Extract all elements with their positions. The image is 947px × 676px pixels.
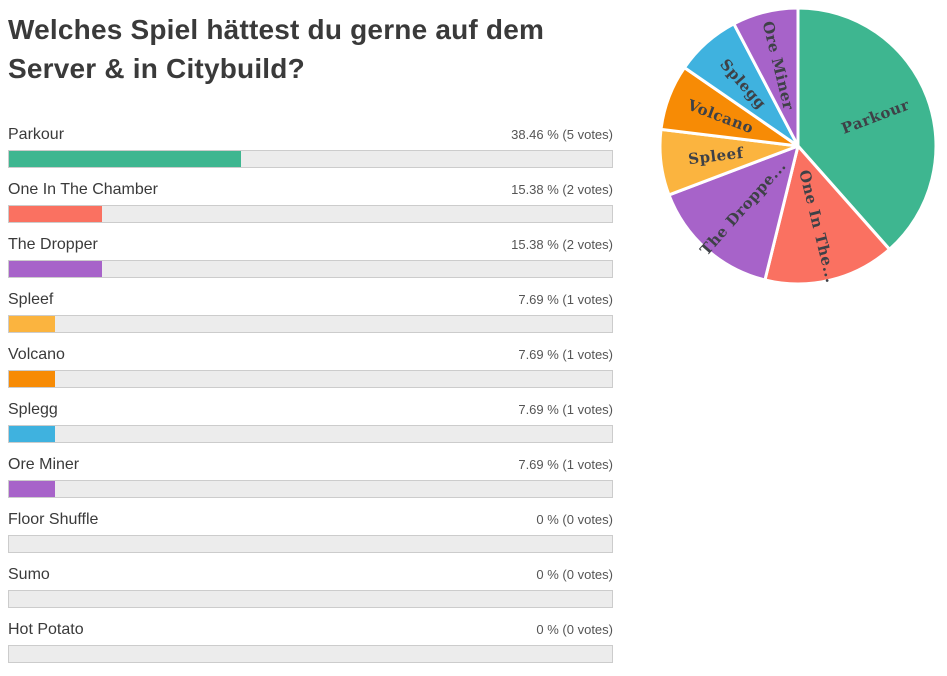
poll-options-list: Parkour 38.46 % (5 votes) One In The Chamb… (8, 126, 613, 676)
poll-option-label: Volcano (8, 346, 65, 363)
poll-option-header: One In The Chamber 15.38 % (2 votes) (8, 181, 613, 203)
poll-option-result: 0 % (0 votes) (536, 512, 613, 527)
poll-option-result: 0 % (0 votes) (536, 567, 613, 582)
poll-option-result: 15.38 % (2 votes) (511, 237, 613, 252)
poll-option-header: Splegg 7.69 % (1 votes) (8, 401, 613, 423)
poll-option-row-splegg: Splegg 7.69 % (1 votes) (8, 401, 613, 443)
poll-option-header: Sumo 0 % (0 votes) (8, 566, 613, 588)
poll-option-label: The Dropper (8, 236, 98, 253)
pie-slice-ore-miner (732, 6, 800, 148)
poll-option-row-ore-miner: Ore Miner 7.69 % (1 votes) (8, 456, 613, 498)
poll-option-bar-track (8, 260, 613, 278)
poll-option-row-the-dropper: The Dropper 15.38 % (2 votes) (8, 236, 613, 278)
poll-option-bar-fill (9, 481, 56, 497)
pie-slice-parkour (796, 6, 938, 251)
poll-option-header: Hot Potato 0 % (0 votes) (8, 621, 613, 643)
poll-option-bar-track (8, 315, 613, 333)
poll-option-result: 7.69 % (1 votes) (518, 347, 613, 362)
poll-option-label: Sumo (8, 566, 50, 583)
poll-option-bar-fill (9, 426, 56, 442)
poll-option-row-volcano: Volcano 7.69 % (1 votes) (8, 346, 613, 388)
poll-option-bar-track (8, 590, 613, 608)
poll-option-label: Splegg (8, 401, 58, 418)
poll-option-result: 38.46 % (5 votes) (511, 127, 613, 142)
poll-option-bar-fill (9, 371, 56, 387)
poll-option-result: 7.69 % (1 votes) (518, 292, 613, 307)
poll-option-bar-track (8, 535, 613, 553)
poll-option-label: Parkour (8, 126, 65, 143)
poll-option-header: The Dropper 15.38 % (2 votes) (8, 236, 613, 258)
poll-option-label: Hot Potato (8, 621, 84, 638)
poll-option-header: Volcano 7.69 % (1 votes) (8, 346, 613, 368)
poll-option-result: 7.69 % (1 votes) (518, 457, 613, 472)
poll-option-bar-fill (9, 206, 102, 222)
poll-option-row-parkour: Parkour 38.46 % (5 votes) (8, 126, 613, 168)
poll-option-bar-fill (9, 316, 56, 332)
poll-option-label: Ore Miner (8, 456, 80, 473)
poll-option-result: 0 % (0 votes) (536, 622, 613, 637)
poll-option-label: Spleef (8, 291, 54, 308)
poll-option-header: Spleef 7.69 % (1 votes) (8, 291, 613, 313)
poll-option-header: Parkour 38.46 % (5 votes) (8, 126, 613, 148)
poll-question-title: Welches Spiel hättest du gerne auf dem S… (8, 14, 545, 84)
poll-option-bar-track (8, 150, 613, 168)
poll-option-row-spleef: Spleef 7.69 % (1 votes) (8, 291, 613, 333)
poll-option-bar-fill (9, 151, 241, 167)
pie-slice-the-dropper (667, 144, 800, 282)
poll-option-result: 15.38 % (2 votes) (511, 182, 613, 197)
poll-option-bar-track (8, 370, 613, 388)
poll-option-header: Floor Shuffle 0 % (0 votes) (8, 511, 613, 533)
poll-pie-chart: Parkour One In The... The Droppe... Spleef V… (652, 0, 944, 292)
poll-option-bar-fill (9, 261, 102, 277)
poll-option-label: One In The Chamber (8, 181, 159, 198)
poll-option-bar-track (8, 425, 613, 443)
poll-option-bar-track (8, 645, 613, 663)
poll-option-bar-track (8, 480, 613, 498)
poll-option-label: Floor Shuffle (8, 511, 99, 528)
poll-option-row-one-in-the-chamber: One In The Chamber 15.38 % (2 votes) (8, 181, 613, 223)
poll-option-result: 7.69 % (1 votes) (518, 402, 613, 417)
poll-option-row-sumo: Sumo 0 % (0 votes) (8, 566, 613, 608)
poll-option-row-floor-shuffle: Floor Shuffle 0 % (0 votes) (8, 511, 613, 553)
pie-slice-one-in-the-chamber (763, 144, 891, 286)
poll-option-row-hot-potato: Hot Potato 0 % (0 votes) (8, 621, 613, 663)
poll-option-bar-track (8, 205, 613, 223)
poll-option-header: Ore Miner 7.69 % (1 votes) (8, 456, 613, 478)
